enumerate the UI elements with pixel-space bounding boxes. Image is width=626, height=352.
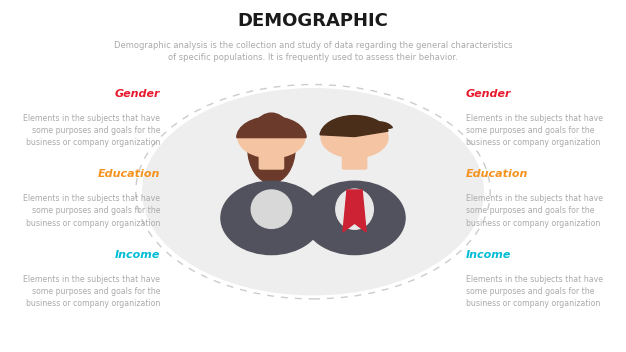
Circle shape [238,117,305,158]
Ellipse shape [248,113,295,183]
Text: Elements in the subjects that have
some purposes and goals for the
business or c: Elements in the subjects that have some … [23,194,160,228]
Wedge shape [237,117,306,138]
Text: Elements in the subjects that have
some purposes and goals for the
business or c: Elements in the subjects that have some … [23,114,160,147]
Wedge shape [367,122,393,131]
Text: Elements in the subjects that have
some purposes and goals for the
business or c: Elements in the subjects that have some … [466,194,603,228]
Text: Demographic analysis is the collection and study of data regarding the general c: Demographic analysis is the collection a… [114,40,512,50]
Ellipse shape [251,190,292,228]
Text: Elements in the subjects that have
some purposes and goals for the
business or c: Elements in the subjects that have some … [466,114,603,147]
Text: Elements in the subjects that have
some purposes and goals for the
business or c: Elements in the subjects that have some … [23,275,160,308]
Text: Income: Income [115,250,160,259]
Polygon shape [343,190,366,232]
Text: Gender: Gender [466,89,511,99]
Text: Gender: Gender [115,89,160,99]
Text: Education: Education [98,169,160,179]
Text: Education: Education [466,169,528,179]
Text: of specific populations. It is frequently used to assess their behavior.: of specific populations. It is frequentl… [168,53,458,62]
Wedge shape [320,115,388,137]
Ellipse shape [221,181,322,254]
Circle shape [321,117,388,158]
Text: Income: Income [466,250,511,259]
Text: DEMOGRAPHIC: DEMOGRAPHIC [237,12,389,30]
FancyBboxPatch shape [259,149,284,169]
Text: Elements in the subjects that have
some purposes and goals for the
business or c: Elements in the subjects that have some … [466,275,603,308]
Circle shape [143,89,483,295]
Ellipse shape [336,189,373,229]
Ellipse shape [304,181,405,254]
FancyBboxPatch shape [342,149,367,169]
